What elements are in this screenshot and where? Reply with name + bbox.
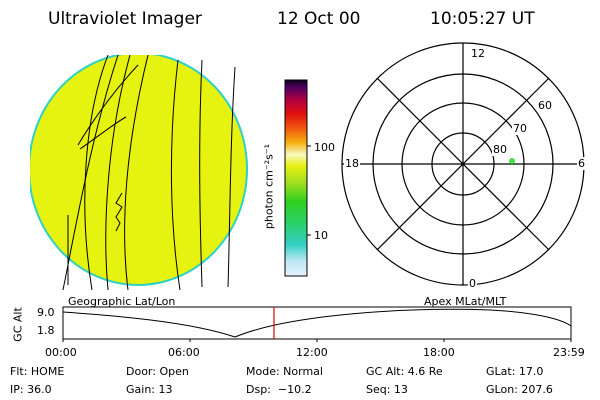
mlt-label-6: 6 <box>577 157 586 170</box>
time-tick-1800: 18:00 <box>423 346 455 359</box>
alt-tick-high: 9.0 <box>37 306 55 319</box>
alt-tick-low: 1.8 <box>37 324 55 337</box>
status-mode: Mode: Normal <box>246 365 323 378</box>
diagonal-line-2 <box>376 77 550 251</box>
lat-label-80: 80 <box>492 143 508 156</box>
geographic-label: Geographic Lat/Lon <box>68 295 176 308</box>
status-glon: GLon: 207.6 <box>486 383 553 396</box>
time-tick-0000: 00:00 <box>45 346 77 359</box>
time-tick-1200: 12:00 <box>296 346 328 359</box>
geographic-grid-lines <box>62 55 236 290</box>
time-tick-0600: 06:00 <box>168 346 200 359</box>
apex-label: Apex MLat/MLT <box>424 295 507 308</box>
mlt-label-12: 12 <box>470 47 486 60</box>
altitude-plot-frame <box>62 306 572 340</box>
status-gain: Gain: 13 <box>126 383 173 396</box>
status-ip: IP: 36.0 <box>10 383 52 396</box>
altitude-plot <box>62 306 572 342</box>
satellite-marker <box>509 158 515 164</box>
status-glat: GLat: 17.0 <box>486 365 544 378</box>
earth-disk <box>30 55 248 286</box>
status-door: Door: Open <box>126 365 189 378</box>
status-dsp: Dsp: −10.2 <box>246 383 312 396</box>
colorbar-unit-label: photon cm⁻²s⁻¹ <box>262 143 276 230</box>
status-flight: Flt: HOME <box>10 365 65 378</box>
alt-axis-label: GC Alt <box>11 307 25 342</box>
polar-plot <box>341 42 585 286</box>
altitude-curve <box>62 308 572 338</box>
lat-label-70: 70 <box>512 122 528 135</box>
lat-label-60: 60 <box>537 99 553 112</box>
uv-disk-image <box>30 55 248 290</box>
colorbar-gradient <box>284 79 308 277</box>
mlt-label-0: 0 <box>468 277 477 290</box>
mlt-label-18: 18 <box>344 157 360 170</box>
status-gc-alt: GC Alt: 4.6 Re <box>366 365 443 378</box>
colorbar-tick-10: 10 <box>314 229 328 242</box>
status-seq: Seq: 13 <box>366 383 408 396</box>
colorbar-tick-100: 100 <box>314 141 335 154</box>
date-label: 12 Oct 00 <box>277 9 361 29</box>
time-label: 10:05:27 UT <box>430 9 535 29</box>
colorbar <box>284 79 311 277</box>
time-tick-2359: 23:59 <box>553 346 585 359</box>
instrument-title: Ultraviolet Imager <box>48 9 202 29</box>
